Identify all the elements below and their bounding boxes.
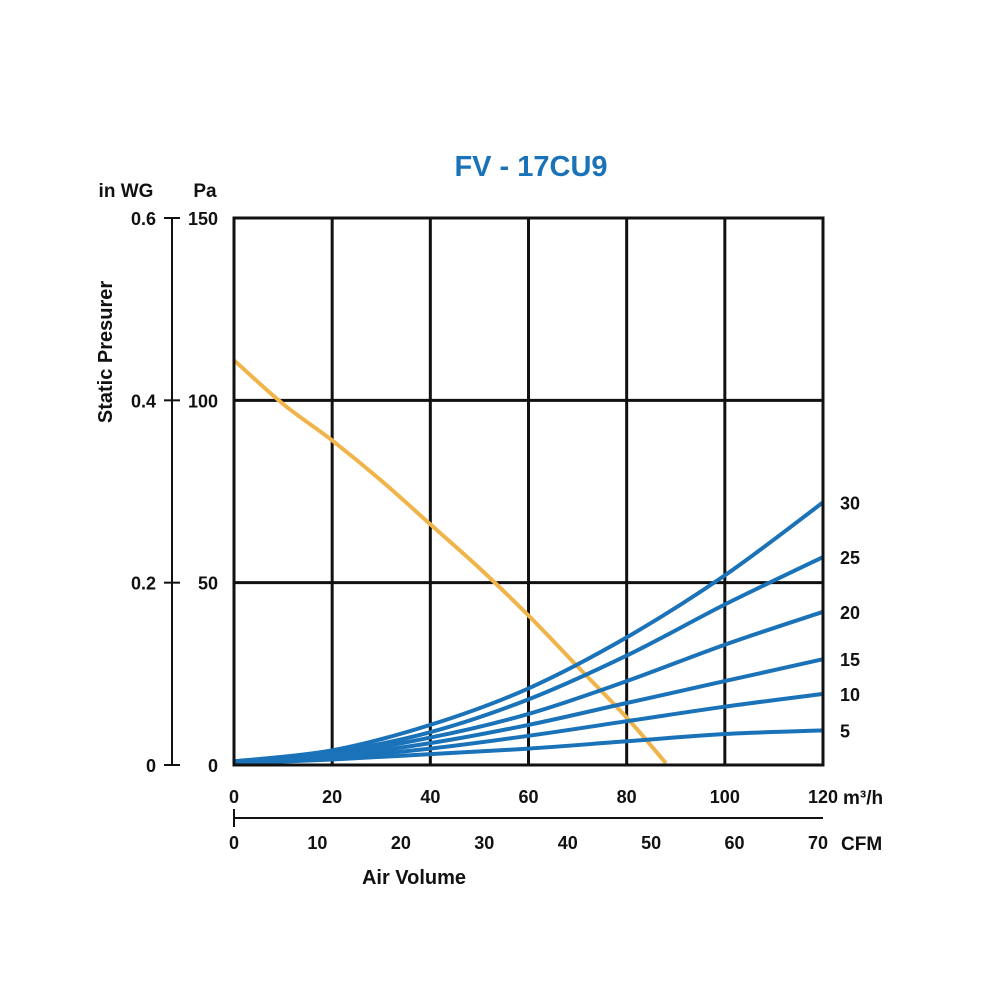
x-tick-label-cfm: 50 <box>641 833 661 853</box>
resistance-curve-5 <box>233 728 824 766</box>
curve-label-25: 25 <box>840 548 860 568</box>
left-axes: 0 50 100 150 0 0.2 0.4 0.6 in WG Pa Static Presure… <box>95 181 218 776</box>
fan-curve-line <box>232 358 668 765</box>
grid <box>234 218 823 765</box>
x-tick-label-m3h: 20 <box>322 787 342 807</box>
x-unit-cfm: CFM <box>841 834 882 855</box>
curve-label-15: 15 <box>840 650 860 670</box>
x-tick-label-cfm: 30 <box>474 833 494 853</box>
x-tick-label-cfm: 60 <box>725 833 745 853</box>
x-tick-label-cfm: 20 <box>391 833 411 853</box>
curve-label-5: 5 <box>840 721 850 741</box>
y-tick-label-pa: 150 <box>188 209 218 229</box>
y-tick-label-inwg: 0.2 <box>131 574 156 594</box>
y-tick-label-pa: 0 <box>208 756 218 776</box>
y-tick-label-pa: 100 <box>188 391 218 411</box>
x-tick-label-m3h: 120 <box>808 787 838 807</box>
curve-label-20: 20 <box>840 603 860 623</box>
curve-label-30: 30 <box>840 493 860 513</box>
chart-title: FV - 17CU9 <box>454 151 607 183</box>
x-tick-label-m3h: 60 <box>518 787 538 807</box>
x-tick-label-cfm: 10 <box>307 833 327 853</box>
x-axis-title: Air Volume <box>362 867 466 889</box>
bottom-axes: 0 20 40 60 80 100 120 0 10 20 30 40 50 60 70 m³/h CFM Air… <box>229 787 883 889</box>
x-tick-label-m3h: 40 <box>420 787 440 807</box>
y-tick-label-inwg: 0 <box>146 756 156 776</box>
x-tick-label-cfm: 0 <box>229 833 239 853</box>
y-unit-inwg: in WG <box>99 181 154 202</box>
x-tick-label-m3h: 80 <box>617 787 637 807</box>
y-tick-label-inwg: 0.6 <box>131 209 156 229</box>
series-layer: 30 25 20 15 10 5 <box>232 358 860 766</box>
x-unit-m3h: m³/h <box>843 788 883 809</box>
curve-label-10: 10 <box>840 685 860 705</box>
y-tick-label-pa: 50 <box>198 574 218 594</box>
y-axis-title: Static Presurer <box>95 281 117 424</box>
x-tick-label-cfm: 70 <box>808 833 828 853</box>
y-tick-label-inwg: 0.4 <box>131 391 156 411</box>
x-tick-label-m3h: 0 <box>229 787 239 807</box>
y-unit-pa: Pa <box>193 181 217 202</box>
plot-border <box>232 216 825 767</box>
x-tick-label-m3h: 100 <box>710 787 740 807</box>
x-tick-label-cfm: 40 <box>558 833 578 853</box>
